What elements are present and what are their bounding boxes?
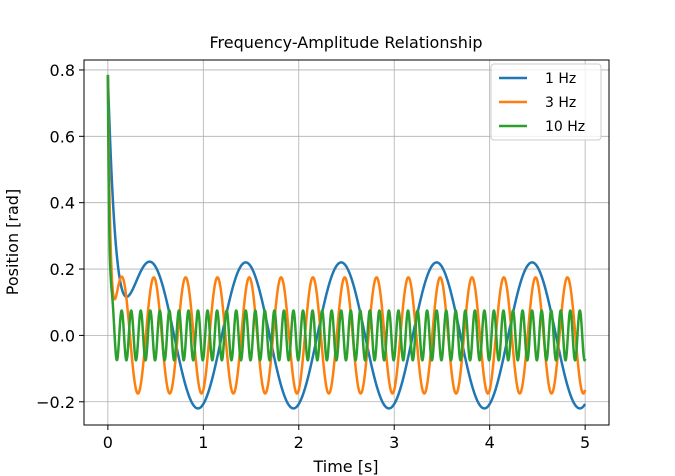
legend-label: 10 Hz [545, 119, 585, 135]
x-tick-label: 0 [103, 433, 113, 452]
y-tick-label: 0.2 [50, 260, 75, 279]
legend-label: 1 Hz [545, 71, 576, 87]
series-lines [106, 74, 587, 410]
x-tick-label: 2 [294, 433, 304, 452]
x-tick-label: 3 [389, 433, 399, 452]
x-tick-label: 5 [580, 433, 590, 452]
series-line-3-hz [106, 74, 587, 395]
y-tick-label: 0.6 [50, 127, 75, 146]
y-tick-label: 0.0 [50, 326, 75, 345]
x-tick-label: 4 [485, 433, 495, 452]
series-line-10-hz [106, 74, 587, 362]
chart-title: Frequency-Amplitude Relationship [209, 33, 482, 52]
legend-box [490, 63, 602, 141]
legend-label: 3 Hz [545, 95, 576, 111]
plot-frame [83, 59, 610, 426]
x-axis-label: Time [s] [312, 457, 378, 476]
legend: 1 Hz 3 Hz 10 Hz [490, 63, 602, 141]
y-tick-label: 0.4 [50, 194, 75, 213]
x-tick-label: 1 [198, 433, 208, 452]
y-axis: −0.2 0.0 0.2 0.4 0.6 0.8 [36, 61, 84, 412]
x-axis: 0 1 2 3 4 5 [103, 425, 590, 452]
y-tick-label: −0.2 [36, 393, 75, 412]
y-tick-label: 0.8 [50, 61, 75, 80]
y-axis-label: Position [rad] [3, 189, 22, 295]
